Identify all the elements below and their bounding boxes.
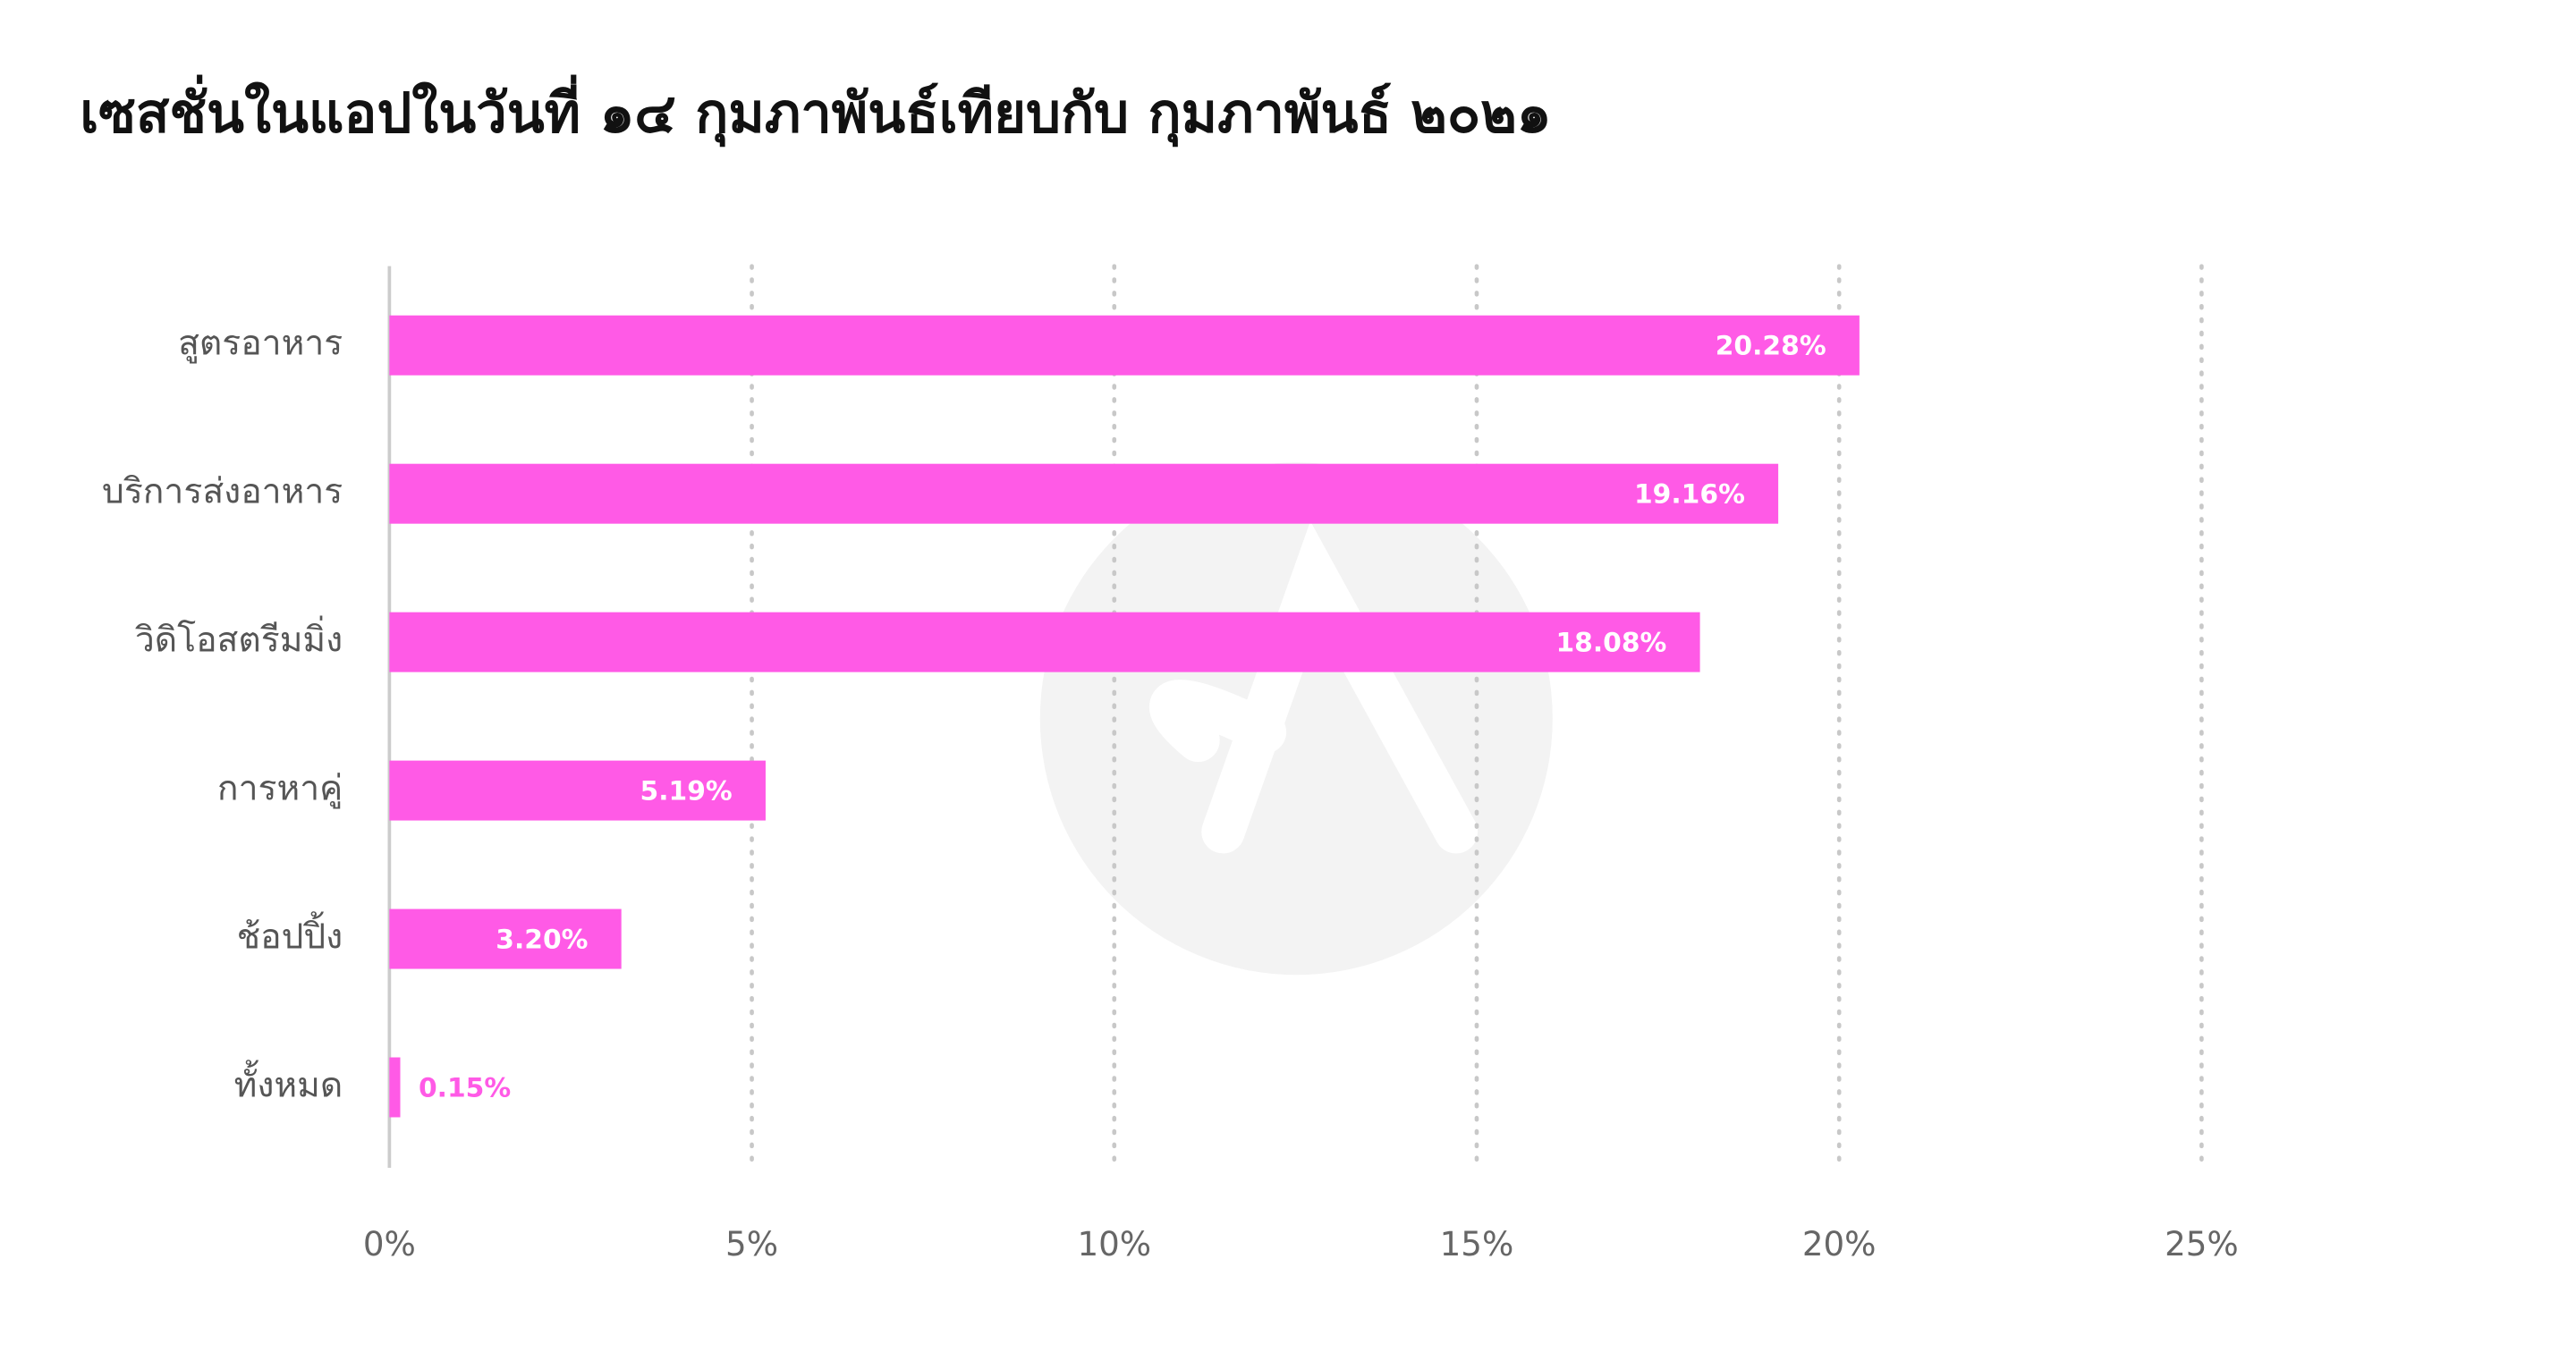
y-tick-label: บริการส่งอาหาร — [102, 472, 343, 512]
y-tick-label: ช้อปปิ้ง — [237, 911, 343, 958]
y-tick-label: วิดิโอสตรีมมิ่ง — [135, 616, 343, 661]
value-label: 18.08% — [1555, 628, 1666, 659]
watermark — [1039, 462, 1553, 976]
value-label: 20.28% — [1716, 331, 1826, 362]
bar — [389, 908, 622, 969]
x-tick-label: 10% — [1077, 1224, 1151, 1263]
chart-title: เซสชั่นในแอปในวันที่ ๑๔ กุมภาพันธ์เทียบก… — [80, 74, 1551, 147]
x-tick-label: 0% — [363, 1224, 416, 1263]
y-tick-label: การหาคู่ — [217, 769, 343, 809]
value-label: 0.15% — [419, 1072, 511, 1103]
bar — [389, 315, 1860, 376]
value-label: 19.16% — [1634, 479, 1745, 511]
y-tick-label: ทั้งหมด — [234, 1059, 343, 1105]
watermark-circle — [1039, 462, 1553, 976]
y-tick-label: สูตรอาหาร — [178, 324, 343, 364]
value-label: 5.19% — [640, 775, 733, 807]
bar — [389, 463, 1779, 524]
x-tick-label: 20% — [1802, 1224, 1877, 1263]
x-tick-label: 5% — [725, 1224, 778, 1263]
value-label: 3.20% — [496, 924, 588, 955]
x-tick-label: 25% — [2165, 1224, 2239, 1263]
watermark-logo — [1149, 520, 1479, 854]
bar — [389, 612, 1700, 672]
bar — [389, 1057, 401, 1118]
bar — [389, 760, 766, 821]
x-tick-label: 15% — [1440, 1224, 1514, 1263]
